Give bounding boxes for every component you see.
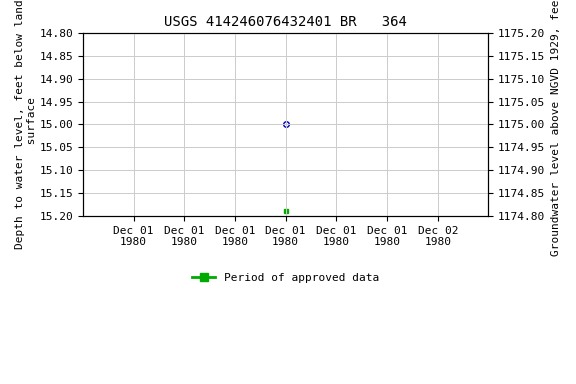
Legend: Period of approved data: Period of approved data xyxy=(188,268,383,287)
Y-axis label: Groundwater level above NGVD 1929, feet: Groundwater level above NGVD 1929, feet xyxy=(551,0,561,256)
Title: USGS 414246076432401 BR   364: USGS 414246076432401 BR 364 xyxy=(164,15,407,29)
Y-axis label: Depth to water level, feet below land
 surface: Depth to water level, feet below land su… xyxy=(15,0,37,249)
